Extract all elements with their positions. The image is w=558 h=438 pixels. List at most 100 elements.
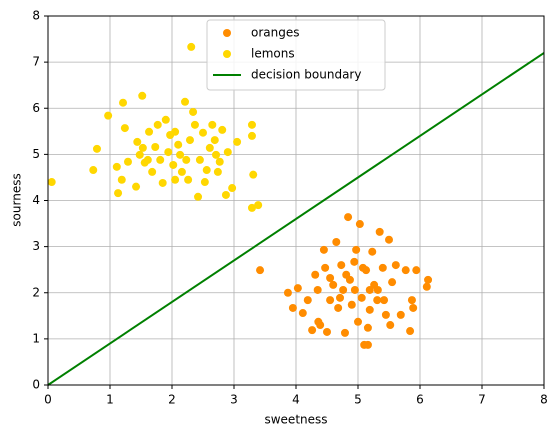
legend-label: decision boundary bbox=[251, 68, 361, 82]
point bbox=[288, 303, 297, 312]
point bbox=[298, 309, 307, 318]
point bbox=[406, 327, 415, 336]
point bbox=[247, 120, 256, 129]
point bbox=[199, 128, 207, 137]
point bbox=[190, 120, 199, 129]
point bbox=[373, 285, 382, 294]
point bbox=[138, 143, 147, 152]
point bbox=[194, 192, 203, 201]
point bbox=[114, 189, 123, 198]
x-tick-label: 1 bbox=[106, 393, 114, 407]
x-tick-label: 8 bbox=[540, 393, 548, 407]
point bbox=[344, 213, 353, 222]
point bbox=[156, 155, 165, 164]
point bbox=[363, 340, 372, 349]
x-tick-label: 5 bbox=[354, 393, 362, 407]
point bbox=[332, 238, 341, 247]
legend-marker bbox=[223, 50, 231, 58]
point bbox=[365, 305, 374, 314]
point bbox=[329, 280, 338, 289]
point bbox=[174, 140, 183, 149]
point bbox=[202, 166, 211, 175]
y-tick-label: 5 bbox=[32, 147, 40, 161]
point bbox=[352, 245, 361, 254]
y-tick-label: 0 bbox=[32, 378, 40, 392]
point bbox=[375, 227, 384, 236]
point bbox=[195, 155, 204, 164]
point bbox=[313, 285, 322, 294]
point bbox=[92, 144, 101, 153]
point bbox=[249, 170, 258, 179]
point bbox=[112, 162, 121, 171]
point bbox=[321, 263, 330, 272]
point bbox=[185, 136, 194, 145]
point bbox=[365, 285, 374, 294]
line bbox=[47, 52, 545, 386]
point bbox=[221, 190, 230, 199]
point bbox=[119, 98, 128, 107]
legend-label: oranges bbox=[251, 26, 300, 40]
x-tick-label: 2 bbox=[168, 393, 176, 407]
point bbox=[378, 263, 387, 272]
y-tick-label: 8 bbox=[32, 9, 40, 23]
x-axis-label: sweetness bbox=[264, 413, 327, 427]
x-tick-label: 6 bbox=[416, 393, 424, 407]
y-tick-label: 1 bbox=[32, 331, 40, 345]
point bbox=[135, 150, 144, 159]
point bbox=[210, 136, 219, 145]
y-tick-label: 2 bbox=[32, 285, 40, 299]
point bbox=[339, 285, 348, 294]
point bbox=[153, 120, 162, 129]
point bbox=[104, 111, 113, 120]
point bbox=[148, 167, 157, 176]
point bbox=[182, 155, 191, 164]
point bbox=[388, 278, 397, 287]
point bbox=[228, 184, 237, 193]
point bbox=[138, 91, 147, 100]
point bbox=[334, 303, 343, 312]
point bbox=[386, 321, 395, 330]
point bbox=[381, 310, 390, 319]
point bbox=[169, 160, 178, 169]
point bbox=[354, 317, 362, 326]
y-tick-label: 6 bbox=[32, 101, 40, 115]
point bbox=[350, 285, 359, 294]
point bbox=[422, 282, 431, 291]
point bbox=[409, 303, 418, 312]
point bbox=[213, 167, 222, 176]
point bbox=[368, 247, 377, 256]
point bbox=[247, 203, 256, 212]
x-tick-label: 4 bbox=[292, 393, 300, 407]
y-tick-label: 7 bbox=[32, 55, 40, 69]
legend: oranges lemons decision boundary bbox=[206, 19, 386, 91]
point bbox=[184, 175, 193, 184]
point bbox=[189, 107, 198, 116]
point bbox=[171, 175, 180, 184]
point bbox=[161, 115, 170, 124]
point bbox=[256, 266, 265, 275]
point bbox=[424, 275, 433, 284]
x-tick-label: 0 bbox=[44, 393, 52, 407]
point bbox=[158, 178, 167, 187]
point bbox=[247, 131, 256, 140]
point bbox=[385, 235, 393, 244]
point bbox=[143, 155, 152, 164]
point bbox=[223, 148, 232, 157]
point bbox=[120, 124, 129, 133]
point bbox=[283, 288, 292, 297]
point bbox=[208, 120, 217, 129]
point bbox=[215, 157, 224, 166]
point bbox=[123, 157, 132, 166]
point bbox=[337, 261, 346, 270]
point bbox=[314, 317, 323, 326]
point bbox=[47, 178, 56, 187]
point bbox=[164, 148, 173, 157]
point bbox=[407, 296, 416, 305]
legend-label: lemons bbox=[251, 47, 295, 61]
x-tick-label: 7 bbox=[478, 393, 486, 407]
point bbox=[336, 293, 345, 302]
y-axis-label: sourness bbox=[10, 173, 24, 226]
point bbox=[293, 284, 302, 293]
point bbox=[133, 137, 142, 146]
point bbox=[177, 167, 186, 176]
